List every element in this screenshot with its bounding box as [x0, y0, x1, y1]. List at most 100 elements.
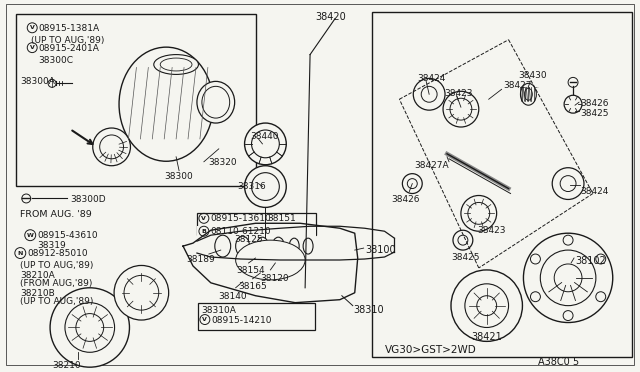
- Text: (FROM AUG,'89): (FROM AUG,'89): [20, 279, 93, 288]
- Text: 08912-85010: 08912-85010: [28, 249, 88, 258]
- Text: 38320: 38320: [208, 158, 237, 167]
- Ellipse shape: [119, 47, 213, 161]
- Text: FROM AUG. '89: FROM AUG. '89: [20, 211, 92, 219]
- Text: 38430: 38430: [518, 71, 547, 80]
- Text: 38300A: 38300A: [20, 77, 55, 86]
- Ellipse shape: [50, 288, 129, 367]
- Text: 38424: 38424: [580, 187, 609, 196]
- Text: V: V: [30, 45, 35, 50]
- Ellipse shape: [76, 314, 104, 341]
- Text: 38420: 38420: [315, 12, 346, 22]
- Ellipse shape: [65, 303, 115, 352]
- Ellipse shape: [443, 91, 479, 127]
- Ellipse shape: [560, 176, 576, 192]
- Ellipse shape: [403, 174, 422, 193]
- Ellipse shape: [540, 250, 596, 306]
- Text: N: N: [18, 251, 23, 256]
- Text: 38310: 38310: [354, 305, 385, 315]
- Text: 38140: 38140: [219, 292, 248, 301]
- Ellipse shape: [461, 196, 497, 231]
- Ellipse shape: [289, 238, 299, 254]
- Ellipse shape: [524, 233, 612, 323]
- Text: 38425: 38425: [580, 109, 609, 118]
- Text: 38425: 38425: [451, 253, 479, 262]
- Text: V: V: [30, 25, 35, 30]
- Text: 38210: 38210: [52, 361, 81, 370]
- Text: (UP TO AUG,'89): (UP TO AUG,'89): [31, 36, 104, 45]
- Ellipse shape: [465, 284, 509, 327]
- Ellipse shape: [244, 166, 286, 208]
- Text: 38427: 38427: [504, 81, 532, 90]
- Text: 38319: 38319: [37, 241, 66, 250]
- Text: 38310A: 38310A: [201, 306, 236, 315]
- Ellipse shape: [451, 270, 522, 341]
- Text: 38300C: 38300C: [38, 55, 73, 65]
- Text: 38423: 38423: [477, 226, 506, 235]
- Text: 38424: 38424: [417, 74, 445, 83]
- Ellipse shape: [252, 130, 279, 158]
- Text: 08915-13610: 08915-13610: [211, 214, 271, 223]
- Ellipse shape: [413, 78, 445, 110]
- Ellipse shape: [252, 173, 279, 201]
- Ellipse shape: [257, 237, 268, 255]
- Text: 08915-2401A: 08915-2401A: [38, 44, 99, 53]
- Text: 38125: 38125: [235, 235, 263, 244]
- Text: 38210B: 38210B: [20, 289, 55, 298]
- Ellipse shape: [458, 235, 468, 245]
- Text: V: V: [202, 216, 206, 221]
- Text: 38300D: 38300D: [70, 195, 106, 203]
- Text: V: V: [202, 317, 207, 322]
- Text: 38120: 38120: [260, 274, 289, 283]
- Ellipse shape: [236, 240, 305, 280]
- Text: B: B: [202, 229, 206, 234]
- Ellipse shape: [93, 128, 131, 166]
- Ellipse shape: [154, 55, 198, 74]
- Text: 08110-61210: 08110-61210: [211, 227, 271, 236]
- Bar: [17, 14, 257, 186]
- Ellipse shape: [453, 230, 473, 250]
- Ellipse shape: [215, 235, 230, 257]
- Bar: [372, 12, 632, 357]
- Ellipse shape: [100, 135, 124, 159]
- Ellipse shape: [197, 81, 235, 123]
- Ellipse shape: [421, 86, 437, 102]
- Text: 38426: 38426: [580, 99, 609, 108]
- Text: 38440: 38440: [250, 132, 279, 141]
- Ellipse shape: [160, 58, 192, 71]
- Text: 38165: 38165: [239, 282, 268, 291]
- Ellipse shape: [124, 275, 159, 310]
- Text: (UP TO AUG,'89): (UP TO AUG,'89): [20, 297, 93, 306]
- Text: W: W: [27, 233, 34, 238]
- Ellipse shape: [407, 179, 417, 189]
- Text: 38151: 38151: [268, 214, 296, 223]
- Ellipse shape: [477, 296, 497, 315]
- Ellipse shape: [202, 86, 230, 118]
- Text: 38154: 38154: [237, 266, 265, 275]
- Text: 38426: 38426: [392, 195, 420, 203]
- Ellipse shape: [236, 236, 250, 256]
- Text: 38102: 38102: [575, 256, 606, 266]
- Ellipse shape: [524, 88, 532, 100]
- Text: 38189: 38189: [186, 255, 215, 264]
- Text: 38316: 38316: [237, 182, 266, 190]
- Ellipse shape: [554, 264, 582, 292]
- Ellipse shape: [114, 266, 169, 320]
- Ellipse shape: [468, 202, 490, 224]
- Text: 08915-43610: 08915-43610: [37, 231, 98, 240]
- Text: 38210A: 38210A: [20, 271, 55, 280]
- Ellipse shape: [450, 98, 472, 120]
- Text: 08915-1381A: 08915-1381A: [38, 24, 99, 33]
- Ellipse shape: [552, 168, 584, 199]
- Text: 38430: 38430: [535, 87, 540, 88]
- Bar: [197, 214, 316, 235]
- Text: 38427A: 38427A: [414, 161, 449, 170]
- Text: 38300: 38300: [164, 172, 193, 181]
- Ellipse shape: [564, 95, 582, 113]
- Bar: [197, 226, 316, 239]
- Text: 38423: 38423: [444, 89, 472, 98]
- Ellipse shape: [303, 238, 313, 254]
- Text: (UP TO AUG,'89): (UP TO AUG,'89): [20, 261, 93, 270]
- Text: A38C0 5: A38C0 5: [538, 357, 579, 367]
- Ellipse shape: [273, 237, 284, 255]
- Ellipse shape: [244, 123, 286, 165]
